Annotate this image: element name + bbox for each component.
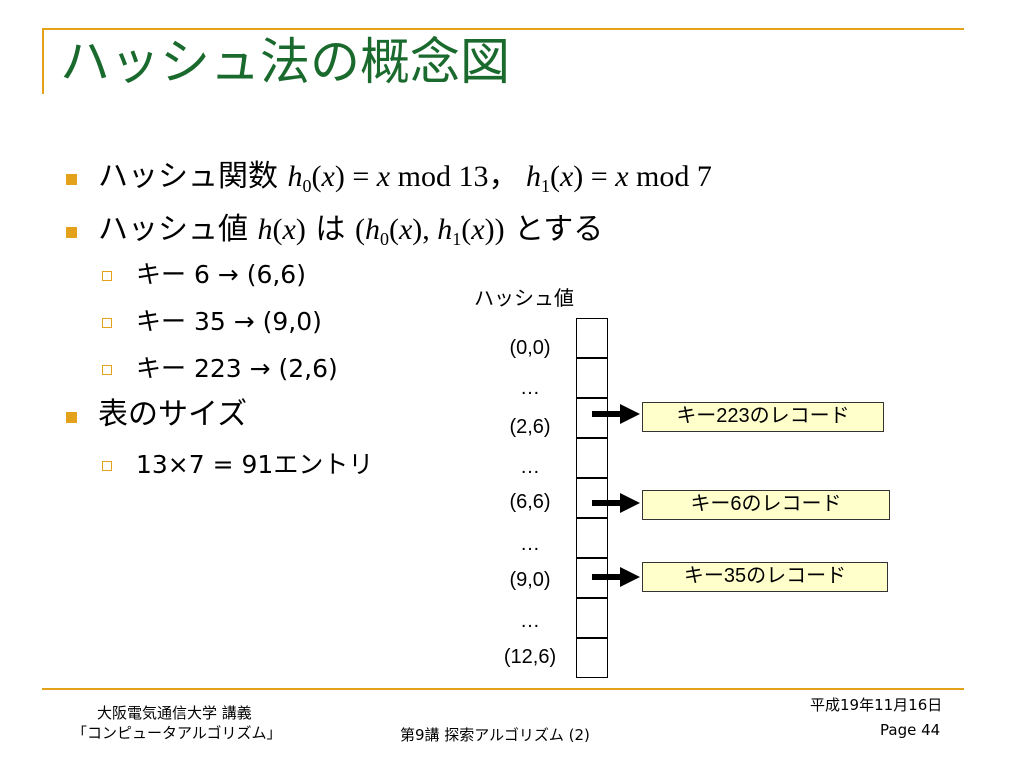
slide-title: ハッシュ法の概念図	[60, 33, 510, 91]
footer-org-line1: 大阪電気通信大学 講義	[97, 704, 252, 722]
arrow-shaft	[592, 411, 622, 417]
sub-bullet-marker	[102, 365, 112, 375]
bullet-marker	[66, 412, 77, 423]
slot-label: (2,6)	[509, 416, 551, 438]
footer-org-line2: 「コンピュータアルゴリズム」	[72, 724, 282, 742]
table-cell	[576, 518, 608, 558]
hash-pair-formula: (h0(x), h1(x))	[354, 213, 505, 249]
footer-page-number: Page 44	[880, 721, 941, 739]
hash-function-formula: h0(x) = x mod 13， h1(x) = x mod 7	[287, 160, 712, 196]
footer-date: 平成19年11月16日	[810, 696, 943, 714]
slot-label: …	[520, 377, 540, 399]
arrow-shaft	[592, 500, 622, 506]
slot-label: (9,0)	[509, 569, 551, 591]
record-key-35: キー35のレコード	[642, 562, 888, 592]
bullet-hash-value: ハッシュ値 h(x) は (h0(x), h1(x)) とする	[98, 212, 604, 249]
table-cell	[576, 318, 608, 358]
bottom-rule	[42, 688, 964, 690]
slot-label: …	[520, 610, 540, 632]
footer-lecture: 第9講 探索アルゴリズム (2)	[400, 726, 590, 744]
hash-value-formula: h(x)	[257, 213, 306, 246]
table-cell	[576, 398, 608, 438]
slot-label: (6,6)	[509, 491, 551, 513]
arrow-shaft	[592, 574, 622, 580]
bullet-table-size: 表のサイズ	[98, 397, 248, 432]
slot-label: (12,6)	[503, 646, 557, 668]
slot-label: …	[520, 456, 540, 478]
arrow-right-icon	[620, 404, 640, 424]
slot-label: …	[520, 533, 540, 555]
table-cell	[576, 438, 608, 478]
arrow-right-icon	[620, 567, 640, 587]
example-key-223: キー 223 → (2,6)	[136, 354, 338, 383]
top-rule	[42, 28, 964, 30]
sub-bullet-marker	[102, 318, 112, 328]
bullet-marker	[66, 227, 77, 238]
left-rule	[42, 28, 44, 94]
table-cell	[576, 638, 608, 678]
table-size-value: 13×7 = 91エントリ	[136, 450, 374, 479]
bullet-marker	[66, 174, 77, 185]
example-key-6: キー 6 → (6,6)	[136, 260, 306, 289]
sub-bullet-marker	[102, 461, 112, 471]
sub-bullet-marker	[102, 271, 112, 281]
arrow-right-icon	[620, 493, 640, 513]
slot-label: (0,0)	[509, 337, 551, 359]
table-cell	[576, 358, 608, 398]
table-cell	[576, 598, 608, 638]
table-cell	[576, 478, 608, 518]
record-key-6: キー6のレコード	[642, 490, 890, 520]
record-key-223: キー223のレコード	[642, 402, 884, 432]
hash-table-header: ハッシュ値	[474, 286, 574, 310]
bullet-hash-functions: ハッシュ関数 h0(x) = x mod 13， h1(x) = x mod 7	[98, 159, 712, 196]
example-key-35: キー 35 → (9,0)	[136, 307, 322, 336]
